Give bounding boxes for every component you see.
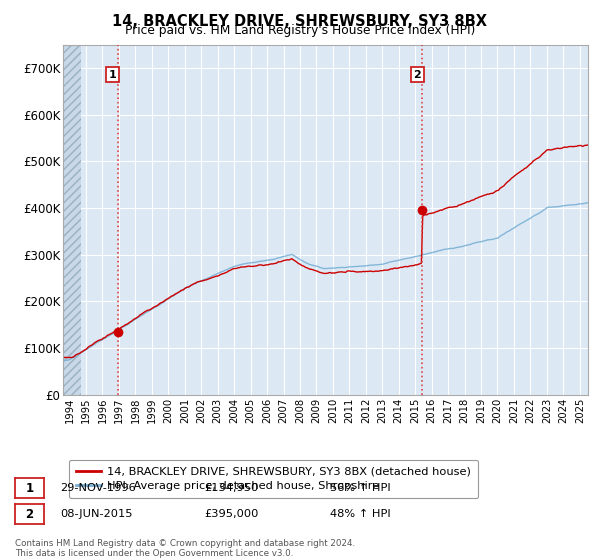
Text: Price paid vs. HM Land Registry's House Price Index (HPI): Price paid vs. HM Land Registry's House …: [125, 24, 475, 37]
Bar: [63, 45, 80, 395]
Text: 1: 1: [109, 69, 116, 80]
Text: Contains HM Land Registry data © Crown copyright and database right 2024.
This d: Contains HM Land Registry data © Crown c…: [15, 539, 355, 558]
Text: 1: 1: [25, 482, 34, 495]
Text: 56% ↑ HPI: 56% ↑ HPI: [330, 483, 391, 493]
Text: £134,950: £134,950: [204, 483, 258, 493]
Legend: 14, BRACKLEY DRIVE, SHREWSBURY, SY3 8BX (detached house), HPI: Average price, de: 14, BRACKLEY DRIVE, SHREWSBURY, SY3 8BX …: [68, 460, 478, 498]
Text: 48% ↑ HPI: 48% ↑ HPI: [330, 509, 391, 519]
Text: 2: 2: [25, 507, 34, 521]
Text: 29-NOV-1996: 29-NOV-1996: [60, 483, 136, 493]
Text: £395,000: £395,000: [204, 509, 259, 519]
Text: 2: 2: [413, 69, 421, 80]
Text: 08-JUN-2015: 08-JUN-2015: [60, 509, 133, 519]
Text: 14, BRACKLEY DRIVE, SHREWSBURY, SY3 8BX: 14, BRACKLEY DRIVE, SHREWSBURY, SY3 8BX: [113, 14, 487, 29]
